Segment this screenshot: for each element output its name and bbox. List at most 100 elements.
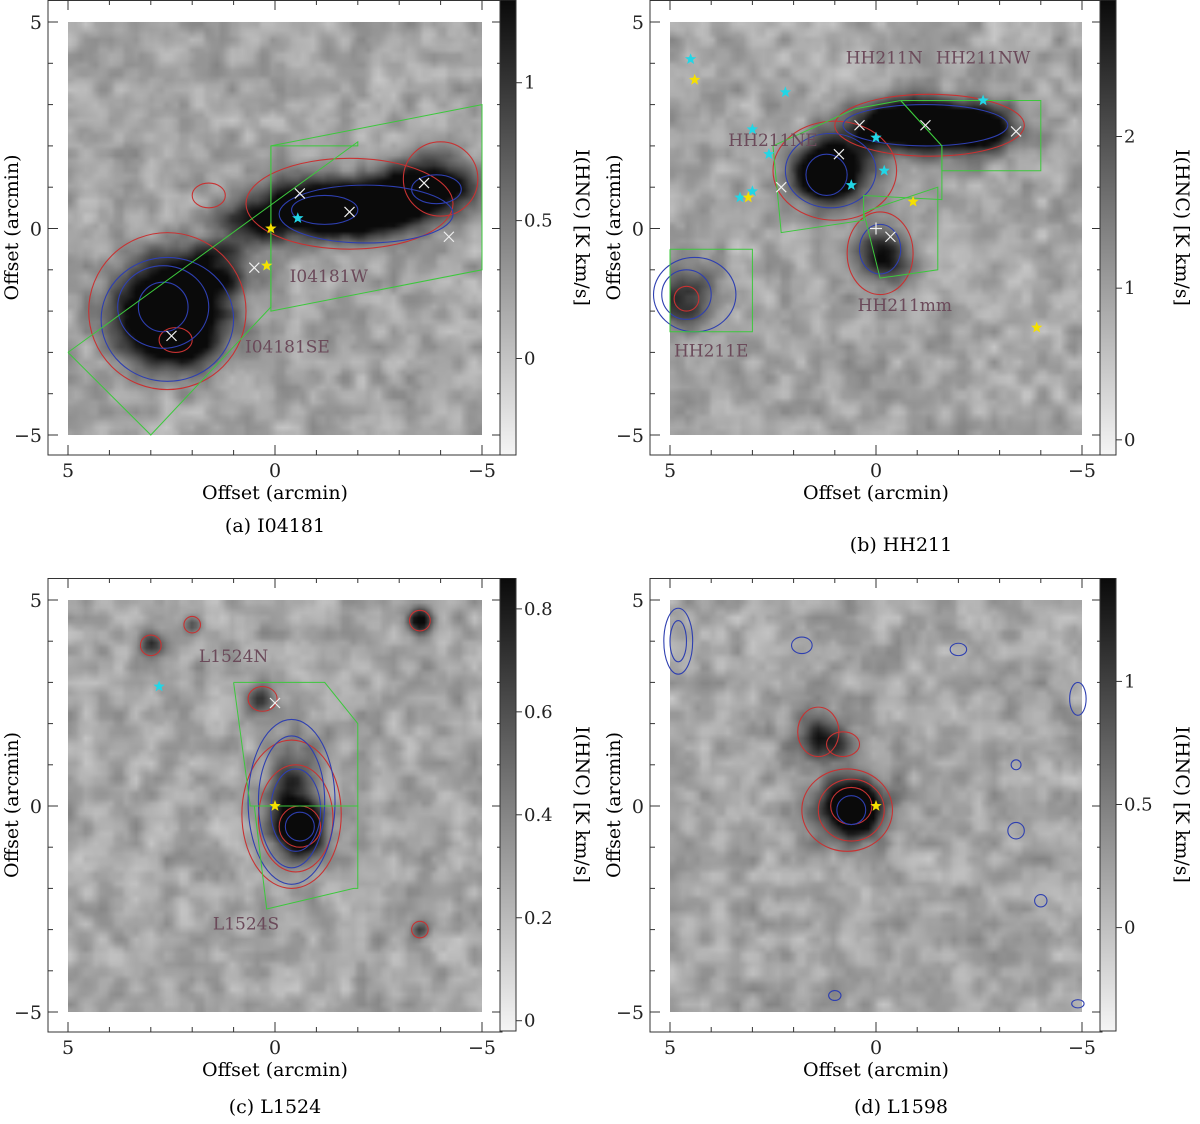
- blue-contour: [284, 811, 315, 842]
- colorbar: 0 1 2: [1099, 0, 1135, 456]
- contour-layer: [88, 141, 479, 391]
- yellow-star-marker: [269, 800, 281, 811]
- region-label: HH211NW: [936, 48, 1031, 68]
- blue-contour: [1069, 681, 1087, 716]
- panel-l1524: L1524N L1524S 5 0 −5 −5 0 5 0 0.2 0.4 0.6 0.8 Offs…: [0, 577, 600, 1124]
- intensity-map: [68, 22, 482, 435]
- contour-layer: [663, 607, 1087, 1009]
- y-axis-label: Offset (arcmin): [603, 732, 625, 878]
- x-tick-label: 5: [62, 460, 74, 482]
- y-tick-label: 5: [632, 590, 644, 612]
- colorbar-tick-label: 0.2: [524, 908, 553, 929]
- cyan-star-marker: [779, 86, 792, 98]
- x-tick-label: −5: [468, 460, 496, 482]
- cyan-star-marker: [763, 148, 775, 159]
- y-tick-label: 5: [30, 12, 42, 34]
- red-contour: [247, 685, 278, 712]
- red-contour: [834, 93, 1025, 157]
- cross-marker: [920, 119, 931, 131]
- yellow-star-marker: [261, 259, 273, 271]
- blue-contour: [270, 768, 322, 852]
- blue-contour: [1010, 759, 1022, 771]
- region-label: L1524N: [199, 647, 269, 667]
- red-contour: [88, 232, 247, 391]
- y-tick-label: 5: [30, 590, 42, 612]
- yellow-star-marker: [907, 195, 919, 207]
- blue-contour: [137, 281, 189, 333]
- colorbar-scale: [499, 0, 517, 456]
- colorbar: 00.51: [499, 0, 553, 456]
- cross-marker: [443, 231, 455, 243]
- contour-layer: [139, 609, 431, 939]
- plot-frame: 5 0 −5 −5 0 5: [14, 0, 503, 482]
- x-axis-label: Offset (arcmin): [202, 1059, 348, 1081]
- region-i04181w: [270, 103, 483, 312]
- y-tick-label: 5: [632, 12, 644, 34]
- cross-marker-stroke: [884, 231, 896, 243]
- cross-marker-stroke: [418, 177, 430, 189]
- blue-contour: [1034, 894, 1048, 908]
- cross-marker-stroke: [854, 119, 865, 131]
- colorbar-scale: [499, 577, 517, 1032]
- x-tick-label: 0: [269, 460, 281, 482]
- x-tick-label: −5: [1068, 1037, 1096, 1059]
- colorbar-tick-label: 0.5: [524, 211, 553, 232]
- x-axis-label: Offset (arcmin): [803, 1059, 949, 1081]
- colorbar-label: I(HNC) [K km/s]: [1171, 726, 1193, 883]
- blue-contour: [828, 990, 842, 1002]
- yellow-star-marker: [870, 800, 882, 811]
- source-markers: [166, 177, 455, 342]
- colorbar-tick-label: 1: [1124, 671, 1135, 692]
- region-polygons: HH211N HH211NW HH211NE HH211mm HH211E: [669, 48, 1042, 362]
- blue-contour: [247, 718, 336, 885]
- x-tick-label: 5: [664, 1037, 676, 1059]
- x-tick-label: 0: [870, 460, 882, 482]
- colorbar-tick-label: 0.5: [1124, 795, 1153, 816]
- y-tick-label: −5: [616, 1002, 644, 1024]
- cross-marker-stroke: [833, 148, 845, 160]
- cross-marker: [294, 187, 306, 199]
- cross-marker-stroke: [269, 697, 281, 709]
- panel-caption: (d) L1598: [854, 1096, 948, 1118]
- blue-contour: [278, 184, 454, 244]
- blue-contour: [663, 607, 694, 675]
- colorbar-label: I(HNC) [K km/s]: [1171, 149, 1193, 306]
- red-contour: [241, 739, 342, 889]
- red-contour: [191, 182, 226, 209]
- source-markers: [870, 800, 882, 811]
- red-contour: [801, 768, 894, 852]
- cross-marker: [166, 330, 177, 342]
- blue-contour: [669, 620, 688, 663]
- red-contour: [183, 615, 202, 634]
- region-label: L1524S: [213, 915, 279, 935]
- panel-caption: (b) HH211: [850, 534, 952, 556]
- cyan-star-marker: [878, 164, 890, 176]
- blue-contour: [117, 265, 210, 349]
- x-axis-label: Offset (arcmin): [803, 482, 949, 504]
- cross-marker: [833, 148, 845, 160]
- yellow-star-marker: [689, 73, 701, 85]
- y-tick-label: 0: [632, 219, 644, 241]
- y-axis-label: Offset (arcmin): [1, 155, 23, 301]
- panel-caption: (a) I04181: [225, 515, 325, 537]
- cross-marker-stroke: [775, 181, 787, 193]
- cross-marker: [248, 262, 260, 274]
- red-contour: [826, 731, 861, 758]
- colorbar-scale: [1099, 0, 1117, 456]
- cyan-star-marker: [870, 131, 882, 143]
- colorbar: 0 0.2 0.4 0.6 0.8: [499, 577, 553, 1032]
- cross-marker-stroke: [294, 187, 306, 199]
- colorbar-tick-label: 0.4: [524, 805, 553, 826]
- panel-hh211: HH211N HH211NW HH211NE HH211mm HH211E 5 0 −5 −5…: [600, 0, 1200, 564]
- cross-marker: [1010, 126, 1022, 137]
- red-contour: [673, 285, 700, 312]
- blue-contour: [411, 174, 462, 205]
- cross-marker-stroke: [166, 330, 177, 342]
- yellow-star-marker: [742, 191, 754, 203]
- colorbar-label: I(HNC) [K km/s]: [571, 726, 593, 883]
- region-polygons: I04181SE I04181W: [67, 103, 483, 436]
- region-polygons: L1524N L1524S: [199, 647, 359, 935]
- region-l1524s: [253, 805, 359, 910]
- chart-hh211: HH211N HH211NW HH211NE HH211mm HH211E 5 0 −5 −5…: [603, 0, 1193, 556]
- x-tick-label: −5: [468, 1037, 496, 1059]
